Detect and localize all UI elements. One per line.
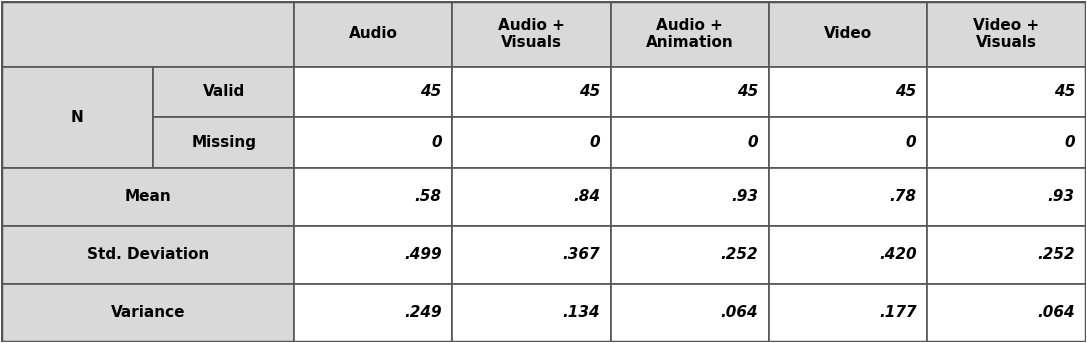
Text: 45: 45 [421, 84, 441, 99]
Text: Std. Deviation: Std. Deviation [87, 247, 209, 262]
Text: .177: .177 [879, 305, 916, 320]
Text: .252: .252 [1037, 247, 1075, 262]
Bar [295, 67, 452, 117]
Bar [769, 67, 927, 117]
Bar [611, 1, 769, 67]
Bar [927, 168, 1086, 226]
Text: N: N [71, 110, 84, 125]
Text: .93: .93 [732, 189, 758, 204]
Text: 0: 0 [905, 135, 916, 150]
Text: 45: 45 [578, 84, 600, 99]
Bar [452, 117, 611, 168]
Bar [295, 117, 452, 168]
Bar [153, 67, 295, 117]
Bar [611, 67, 769, 117]
Text: Audio +
Animation: Audio + Animation [646, 18, 734, 50]
Bar [927, 226, 1086, 284]
Bar [452, 1, 611, 67]
Text: Variance: Variance [111, 305, 185, 320]
Text: 0: 0 [430, 135, 441, 150]
Text: .499: .499 [404, 247, 441, 262]
Bar [452, 67, 611, 117]
Bar [769, 226, 927, 284]
Text: 45: 45 [896, 84, 916, 99]
Bar [295, 284, 452, 342]
Text: .064: .064 [1037, 305, 1075, 320]
Bar [1, 1, 295, 67]
Text: 45: 45 [737, 84, 758, 99]
Bar [611, 284, 769, 342]
Bar [927, 284, 1086, 342]
Text: .78: .78 [889, 189, 916, 204]
Bar [769, 168, 927, 226]
Bar [1, 168, 295, 226]
Text: .84: .84 [573, 189, 600, 204]
Bar [295, 226, 452, 284]
Text: 0: 0 [748, 135, 758, 150]
Bar [611, 226, 769, 284]
Text: .367: .367 [562, 247, 600, 262]
Text: 45: 45 [1053, 84, 1075, 99]
Text: .064: .064 [721, 305, 758, 320]
Bar [452, 284, 611, 342]
Text: 0: 0 [589, 135, 600, 150]
Bar [1, 226, 295, 284]
Bar [927, 1, 1086, 67]
Bar [927, 67, 1086, 117]
Bar [1, 284, 295, 342]
Bar [295, 168, 452, 226]
Text: 0: 0 [1064, 135, 1075, 150]
Text: Missing: Missing [191, 135, 257, 150]
Text: .58: .58 [414, 189, 441, 204]
Text: .252: .252 [721, 247, 758, 262]
Text: .420: .420 [879, 247, 916, 262]
Text: Video: Video [824, 26, 872, 42]
Text: .249: .249 [404, 305, 441, 320]
Text: .134: .134 [562, 305, 600, 320]
Bar [295, 1, 452, 67]
Bar [927, 117, 1086, 168]
Bar [452, 226, 611, 284]
Text: Audio: Audio [349, 26, 398, 42]
Bar [769, 117, 927, 168]
Text: .93: .93 [1048, 189, 1075, 204]
Text: Valid: Valid [202, 84, 245, 99]
Bar [611, 117, 769, 168]
Text: Audio +
Visuals: Audio + Visuals [498, 18, 565, 50]
Bar [769, 1, 927, 67]
Bar [153, 117, 295, 168]
Text: Video +
Visuals: Video + Visuals [973, 18, 1039, 50]
Text: Mean: Mean [124, 189, 171, 204]
Bar [1, 67, 153, 168]
Bar [769, 284, 927, 342]
Bar [452, 168, 611, 226]
Bar [611, 168, 769, 226]
